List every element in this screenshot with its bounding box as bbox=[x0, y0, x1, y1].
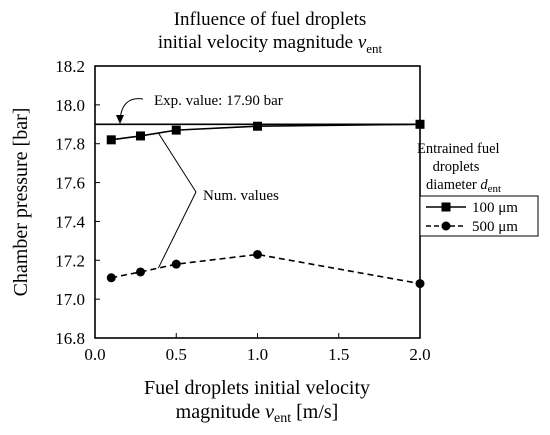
legend-title-line3: diameter dent bbox=[426, 177, 501, 195]
annotation-group: Exp. value: 17.90 bar Num. values bbox=[116, 93, 283, 269]
y-tick-label: 16.8 bbox=[55, 329, 85, 348]
numerical-values-label: Num. values bbox=[203, 188, 279, 204]
legend-label-2: 500 μm bbox=[472, 219, 518, 235]
x-axis-label-unit: [m/s] bbox=[291, 401, 338, 423]
chart-title-variable: v bbox=[357, 32, 367, 53]
y-tick-label: 17.0 bbox=[55, 290, 85, 309]
legend-label-1: 100 μm bbox=[472, 200, 518, 216]
legend-marker-circle bbox=[441, 221, 451, 231]
y-tick-label: 17.4 bbox=[55, 212, 85, 231]
series-line-2 bbox=[111, 253, 421, 285]
data-point-square bbox=[253, 121, 262, 131]
reference-line-label: Exp. value: 17.90 bar bbox=[154, 93, 283, 109]
series-group bbox=[106, 119, 425, 289]
chart-title-line2: initial velocity magnitude vent bbox=[60, 31, 480, 61]
numerical-leader-line-upper bbox=[157, 132, 197, 193]
x-tick-label: 1.0 bbox=[247, 345, 268, 364]
x-axis-label-line2: magnitude vent [m/s] bbox=[176, 401, 339, 426]
x-tick-label: 0.0 bbox=[84, 345, 105, 364]
y-tick-label: 17.6 bbox=[55, 174, 85, 193]
legend-title-line1: Entrained fuel bbox=[417, 141, 500, 157]
series-line-1 bbox=[111, 123, 421, 141]
data-point-square bbox=[171, 125, 181, 135]
data-point-circle bbox=[415, 279, 425, 289]
data-point-square bbox=[136, 131, 145, 141]
legend-title-subscript: ent bbox=[488, 183, 501, 195]
y-tick-label: 18.0 bbox=[55, 96, 85, 115]
legend-title-prefix: diameter bbox=[426, 177, 480, 193]
legend-title-line2: droplets bbox=[433, 159, 480, 175]
y-tick-label: 18.2 bbox=[55, 57, 85, 76]
x-axis-label-subscript: ent bbox=[274, 411, 291, 426]
x-tick-label: 0.5 bbox=[166, 345, 187, 364]
chart-title-text: initial velocity magnitude bbox=[157, 32, 358, 53]
chart-title-line1: Influence of fuel droplets bbox=[173, 9, 367, 30]
data-point-circle bbox=[171, 259, 181, 269]
legend-box bbox=[419, 195, 539, 237]
legend-marker-square bbox=[441, 202, 451, 212]
x-axis-label-line1: Fuel droplets initial velocity bbox=[144, 377, 370, 399]
y-tick-label: 17.2 bbox=[55, 251, 85, 270]
x-axis-label-prefix: magnitude bbox=[176, 401, 265, 423]
data-point-square bbox=[415, 119, 425, 129]
numerical-leader-line-lower bbox=[157, 191, 197, 269]
legend-entries: 100 μm 500 μm bbox=[426, 200, 518, 235]
data-point-circle bbox=[106, 273, 116, 283]
data-point-circle bbox=[253, 249, 262, 259]
x-axis-label-variable: v bbox=[265, 401, 274, 423]
x-tick-label: 1.5 bbox=[328, 345, 349, 364]
data-point-circle bbox=[136, 267, 145, 277]
x-tick-label: 2.0 bbox=[409, 345, 430, 364]
y-axis-label: Chamber pressure [bar] bbox=[10, 108, 32, 297]
chart-title-subscript: ent bbox=[366, 40, 383, 56]
y-tick-label: 17.8 bbox=[55, 135, 85, 154]
legend-title-variable: d bbox=[480, 177, 488, 193]
axis-ticks: 16.8 17.0 17.2 17.4 17.6 17.8 18.0 18.2 0.0 0.5 1.… bbox=[55, 57, 430, 364]
data-point-square bbox=[106, 135, 116, 145]
reference-arrow bbox=[119, 98, 144, 121]
reference-arrowhead bbox=[116, 115, 124, 124]
